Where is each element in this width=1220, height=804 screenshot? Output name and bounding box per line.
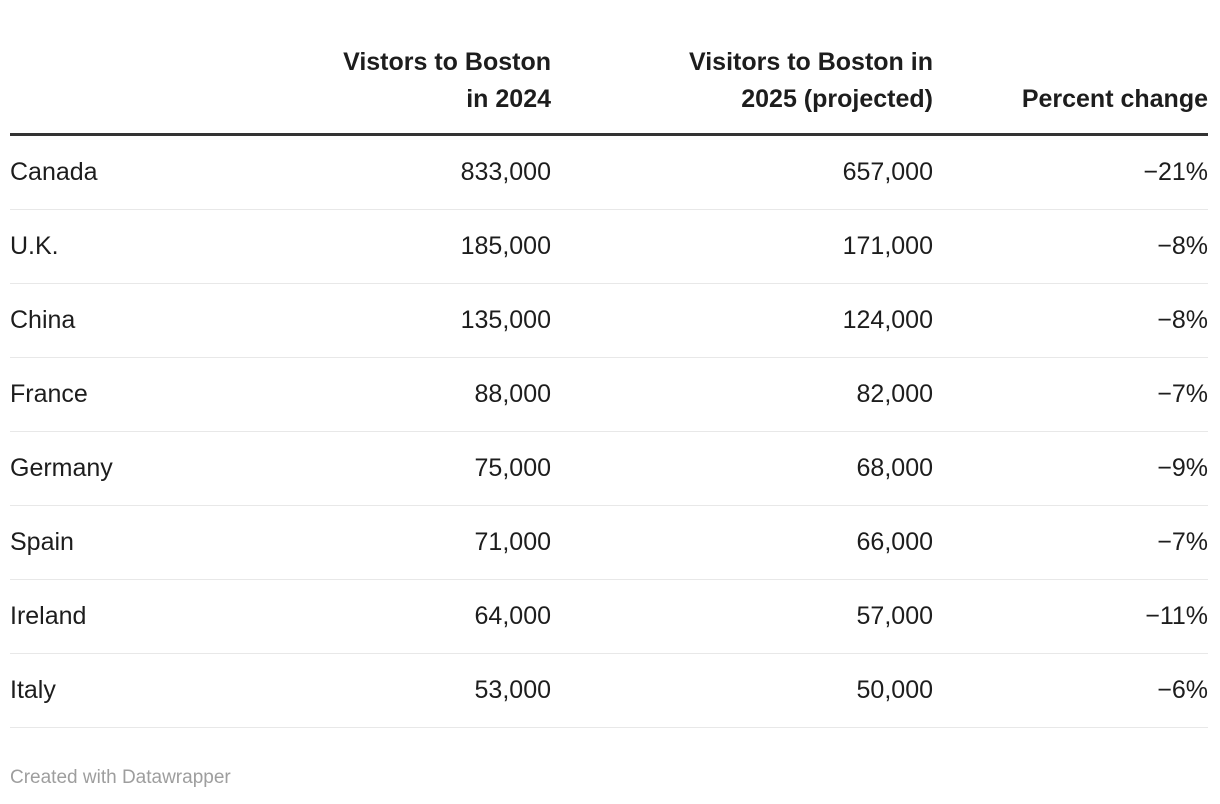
cell-percent-change: −7%	[933, 357, 1208, 432]
table-row: China 135,000 124,000 −8%	[10, 283, 1208, 358]
cell-visitors-2024: 53,000	[240, 653, 551, 728]
datawrapper-attribution-link[interactable]: Created with Datawrapper	[10, 767, 231, 788]
table-row: Canada 833,000 657,000 −21%	[10, 134, 1208, 210]
cell-visitors-2025: 50,000	[551, 653, 933, 728]
cell-country: U.K.	[10, 209, 240, 284]
table-row: Italy 53,000 50,000 −6%	[10, 653, 1208, 728]
cell-visitors-2025: 57,000	[551, 579, 933, 654]
cell-visitors-2025: 68,000	[551, 431, 933, 506]
cell-visitors-2024: 833,000	[240, 134, 551, 210]
cell-country: China	[10, 283, 240, 358]
cell-visitors-2025: 171,000	[551, 209, 933, 284]
cell-visitors-2025: 66,000	[551, 505, 933, 580]
column-header-country	[10, 0, 240, 136]
cell-percent-change: −6%	[933, 653, 1208, 728]
cell-visitors-2025: 657,000	[551, 134, 933, 210]
cell-country: Canada	[10, 134, 240, 210]
cell-country: France	[10, 357, 240, 432]
cell-percent-change: −8%	[933, 209, 1208, 284]
table-header: Vistors to Boston in 2024 Visitors to Bo…	[10, 0, 1208, 136]
table-row: France 88,000 82,000 −7%	[10, 357, 1208, 432]
cell-visitors-2024: 185,000	[240, 209, 551, 284]
table-row: U.K. 185,000 171,000 −8%	[10, 209, 1208, 284]
column-header-percent-change: Percent change	[933, 0, 1208, 136]
cell-visitors-2024: 64,000	[240, 579, 551, 654]
column-header-visitors-2024: Vistors to Boston in 2024	[240, 0, 551, 136]
table-body: Canada 833,000 657,000 −21% U.K. 185,000…	[10, 134, 1208, 728]
cell-visitors-2024: 71,000	[240, 505, 551, 580]
cell-visitors-2025: 82,000	[551, 357, 933, 432]
cell-percent-change: −7%	[933, 505, 1208, 580]
column-header-visitors-2025: Visitors to Boston in 2025 (projected)	[551, 0, 933, 136]
header-row: Vistors to Boston in 2024 Visitors to Bo…	[10, 0, 1208, 136]
cell-visitors-2024: 75,000	[240, 431, 551, 506]
table-row: Ireland 64,000 57,000 −11%	[10, 579, 1208, 654]
cell-country: Italy	[10, 653, 240, 728]
cell-percent-change: −9%	[933, 431, 1208, 506]
cell-country: Ireland	[10, 579, 240, 654]
table-row: Spain 71,000 66,000 −7%	[10, 505, 1208, 580]
cell-visitors-2024: 88,000	[240, 357, 551, 432]
visitors-table: Vistors to Boston in 2024 Visitors to Bo…	[10, 0, 1208, 728]
cell-percent-change: −8%	[933, 283, 1208, 358]
cell-visitors-2024: 135,000	[240, 283, 551, 358]
cell-country: Germany	[10, 431, 240, 506]
cell-country: Spain	[10, 505, 240, 580]
cell-percent-change: −11%	[933, 579, 1208, 654]
table-row: Germany 75,000 68,000 −9%	[10, 431, 1208, 506]
cell-percent-change: −21%	[933, 134, 1208, 210]
cell-visitors-2025: 124,000	[551, 283, 933, 358]
